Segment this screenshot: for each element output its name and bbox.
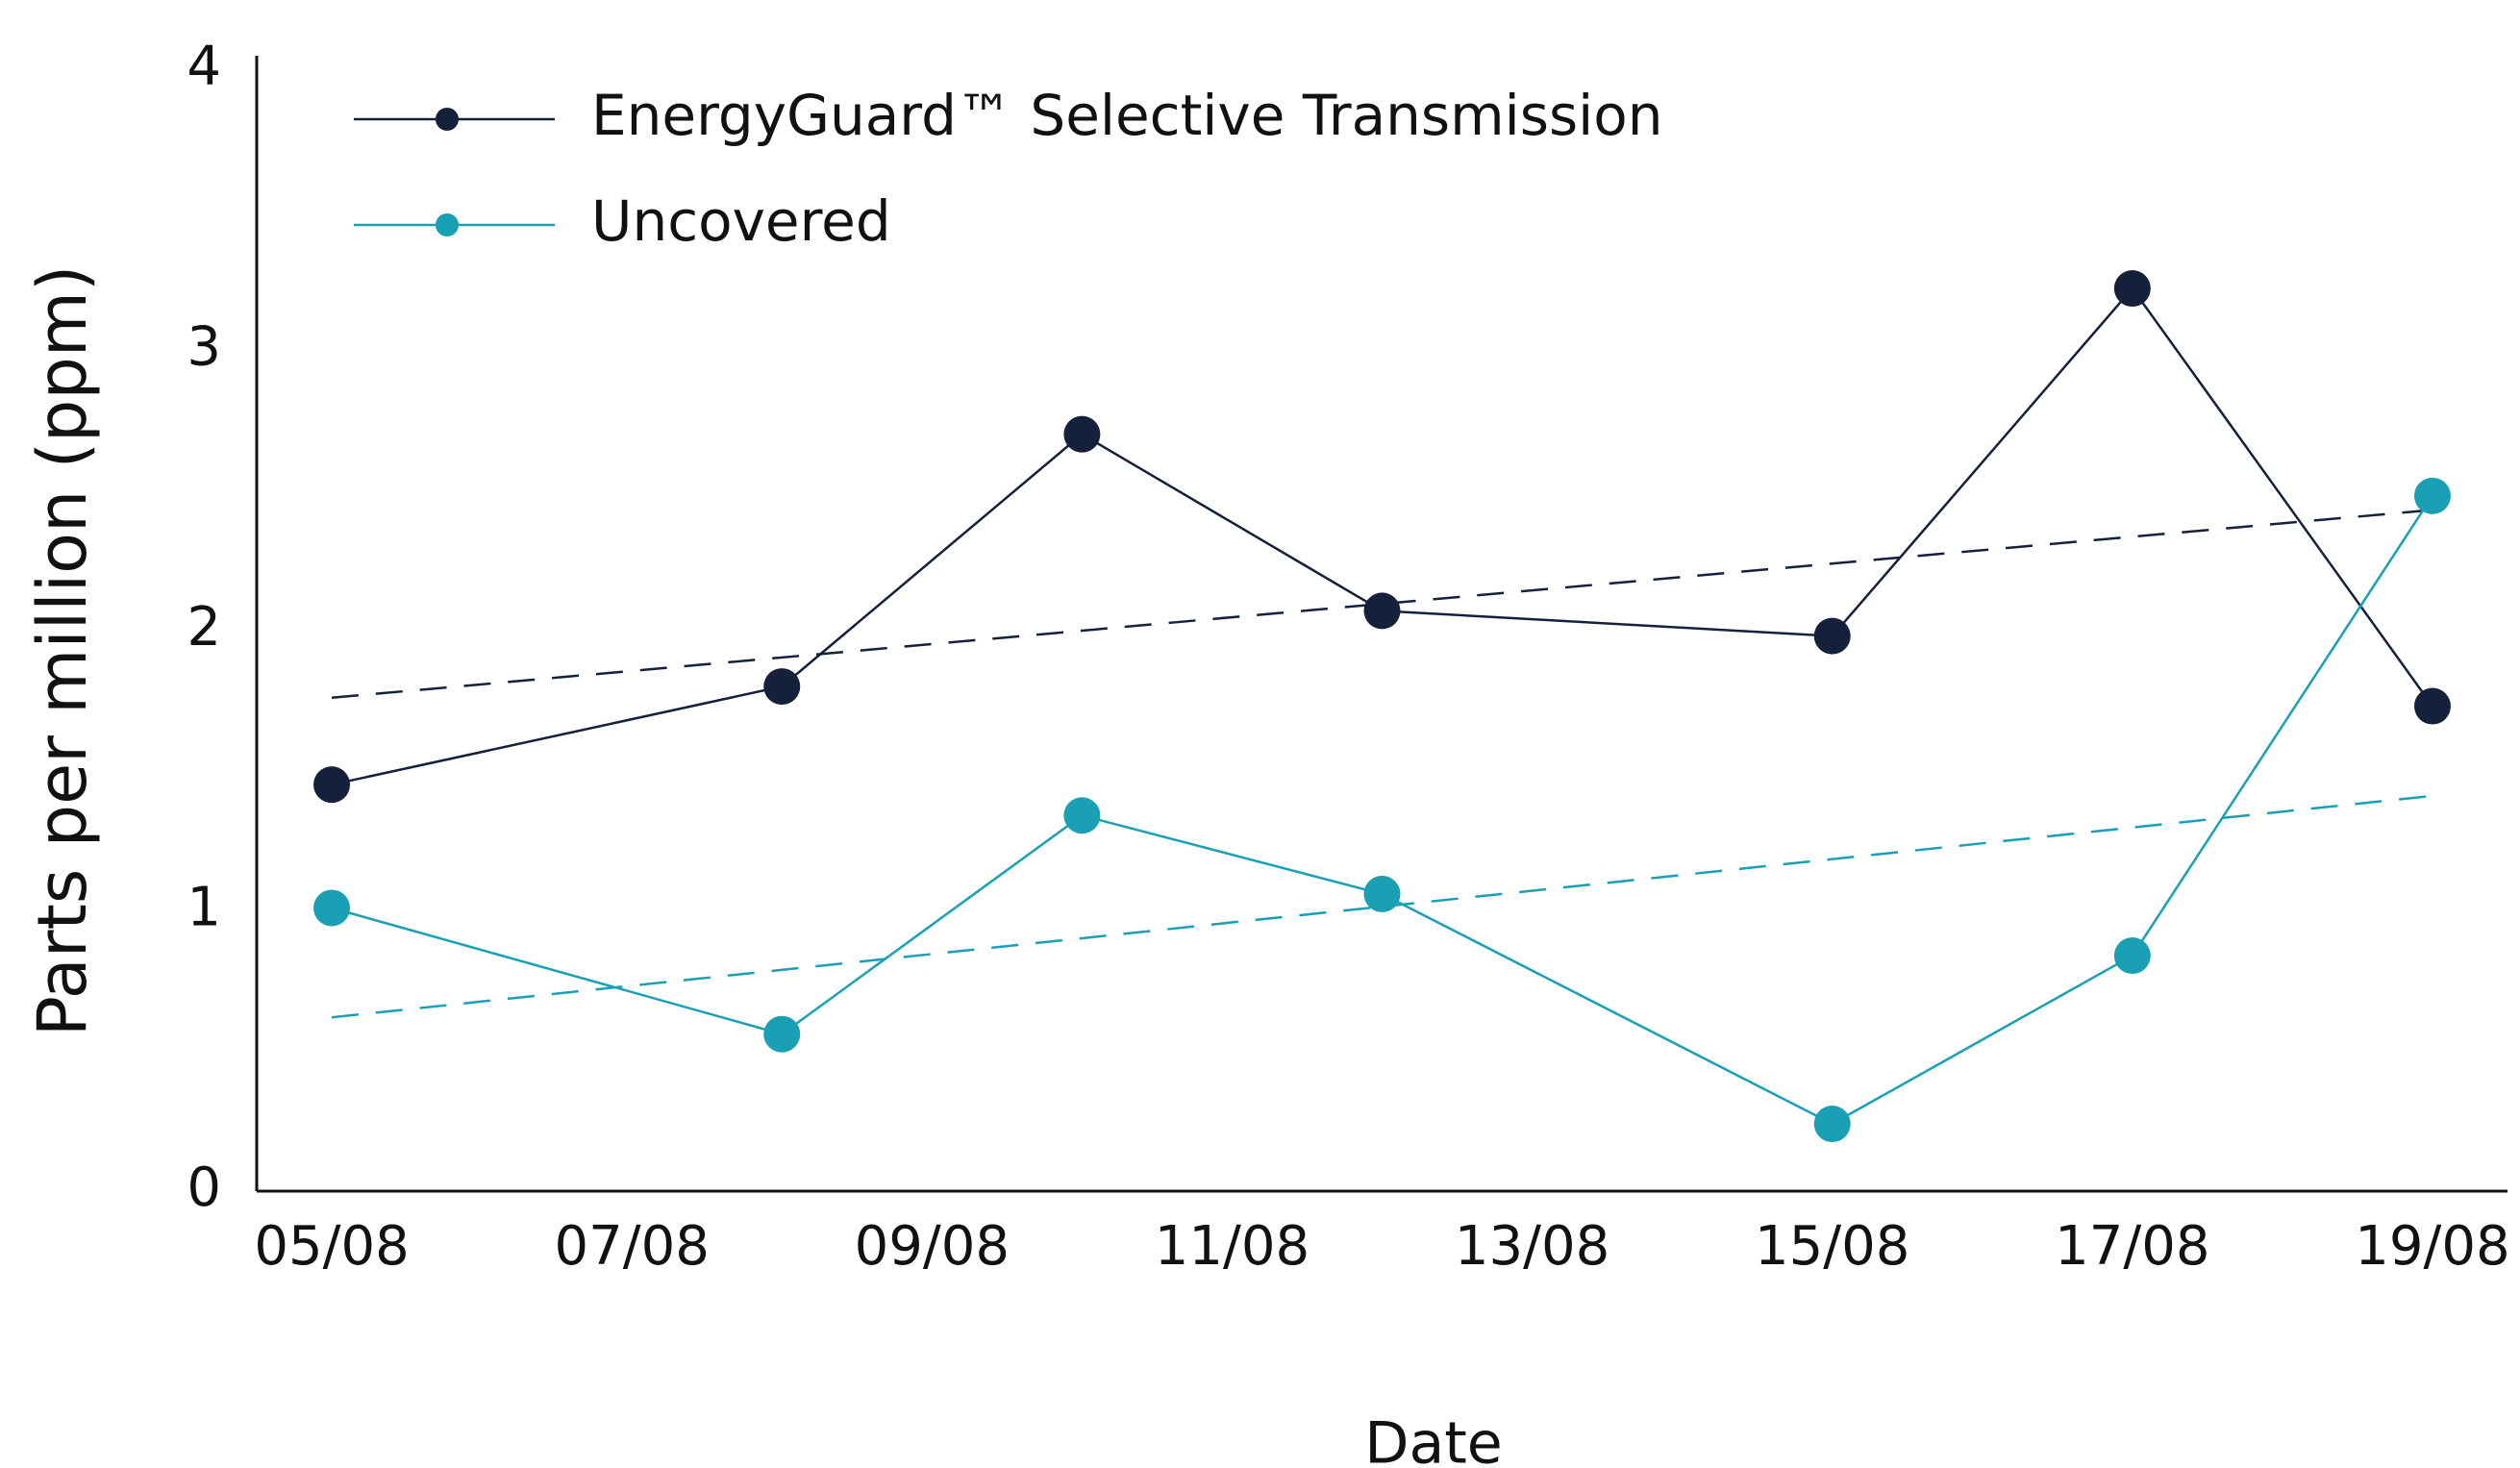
data-point (1063, 415, 1101, 453)
x-tick-label: 09/08 (855, 1215, 1010, 1278)
data-point (1363, 592, 1401, 630)
x-axis-title: Date (1364, 1410, 1502, 1468)
y-tick-label: 0 (187, 1157, 221, 1219)
x-tick-label: 15/08 (1755, 1215, 1909, 1278)
legend-marker (436, 213, 459, 236)
data-point (2113, 937, 2151, 975)
x-tick-label: 07/08 (554, 1215, 709, 1278)
series-line (331, 286, 2433, 786)
x-tick-label: 05/08 (254, 1215, 409, 1278)
data-point (313, 766, 351, 804)
x-tick-label: 17/08 (2055, 1215, 2209, 1278)
data-point (2113, 270, 2151, 308)
y-tick-label: 4 (187, 36, 221, 98)
data-point (1363, 875, 1401, 912)
legend-label: EnergyGuard™ Selective Transmission (591, 83, 1663, 148)
y-axis-title: Parts per million (ppm) (23, 265, 102, 1037)
series-line (331, 495, 2434, 1126)
data-point (1063, 797, 1101, 834)
data-point (2413, 687, 2451, 725)
y-tick-label: 3 (187, 315, 221, 378)
y-tick-label: 2 (187, 596, 221, 659)
legend-marker (436, 108, 459, 131)
legend-label: Uncovered (591, 188, 891, 254)
y-tick-label: 1 (187, 877, 221, 939)
x-tick-label: 13/08 (1455, 1215, 1609, 1278)
data-point (2413, 477, 2451, 514)
data-point (763, 1015, 801, 1053)
data-point (1813, 617, 1851, 655)
data-point (313, 889, 351, 927)
data-point (763, 668, 801, 706)
x-tick-label: 19/08 (2355, 1215, 2509, 1278)
data-point (1813, 1106, 1851, 1143)
x-tick-label: 11/08 (1155, 1215, 1310, 1278)
